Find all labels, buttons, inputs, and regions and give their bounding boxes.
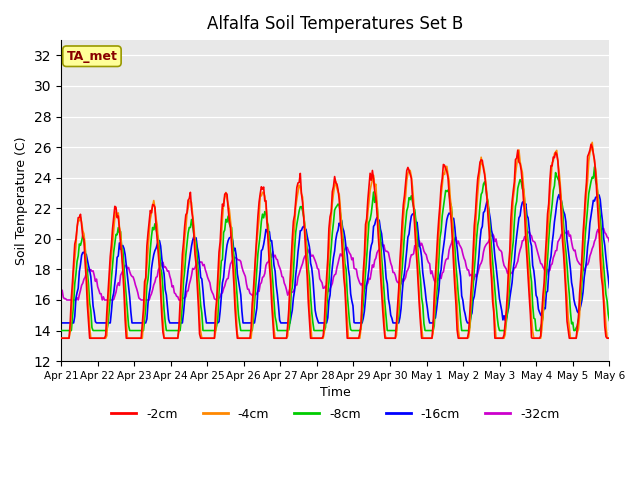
Legend: -2cm, -4cm, -8cm, -16cm, -32cm: -2cm, -4cm, -8cm, -16cm, -32cm (106, 403, 564, 425)
Y-axis label: Soil Temperature (C): Soil Temperature (C) (15, 136, 28, 265)
Title: Alfalfa Soil Temperatures Set B: Alfalfa Soil Temperatures Set B (207, 15, 463, 33)
Text: TA_met: TA_met (67, 50, 117, 63)
X-axis label: Time: Time (320, 386, 351, 399)
